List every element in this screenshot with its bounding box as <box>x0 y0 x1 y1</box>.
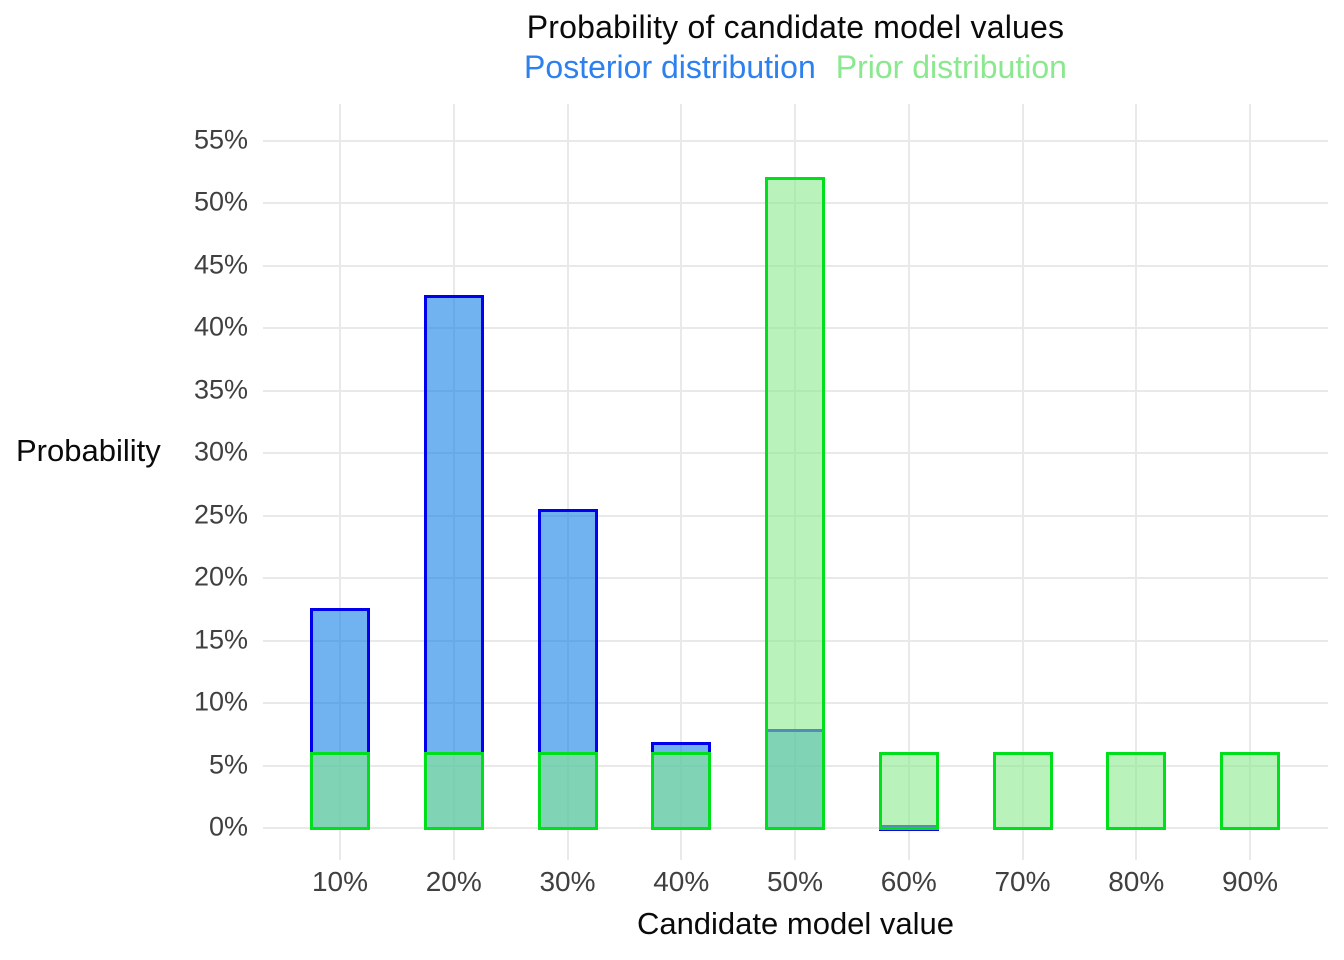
bar-prior-30% <box>537 751 598 830</box>
y-tick-10%: 10% <box>193 686 248 717</box>
bar-prior-20% <box>423 751 484 830</box>
y-tick-35%: 35% <box>193 373 248 404</box>
legend-prior-label: Prior distribution <box>835 49 1067 85</box>
y-tick-30%: 30% <box>193 436 248 467</box>
bar-prior-80% <box>1106 751 1167 830</box>
y-tick-5%: 5% <box>208 748 248 779</box>
y-tick-0%: 0% <box>208 811 248 842</box>
gridline-v-60% <box>907 104 910 860</box>
bar-prior-90% <box>1220 751 1280 830</box>
gridline-v-10% <box>339 104 341 860</box>
x-tick-10%: 10% <box>311 866 369 897</box>
gridline-v-40% <box>680 104 683 860</box>
gridline-v-80% <box>1135 104 1138 860</box>
legend-posterior-label: Posterior distribution <box>524 49 816 85</box>
bar-prior-60% <box>878 751 939 830</box>
x-tick-50%: 50% <box>766 866 824 897</box>
y-tick-25%: 25% <box>193 498 248 529</box>
y-tick-15%: 15% <box>193 623 248 654</box>
x-tick-40%: 40% <box>653 866 710 897</box>
y-axis-title: Probability <box>16 433 161 468</box>
x-tick-70%: 70% <box>994 866 1051 897</box>
x-tick-30%: 30% <box>539 866 596 897</box>
y-tick-20%: 20% <box>193 561 248 592</box>
bar-prior-40% <box>651 751 712 830</box>
x-axis-title: Candidate model value <box>636 906 955 941</box>
bar-prior-50% <box>765 176 825 830</box>
x-tick-80%: 80% <box>1108 866 1165 897</box>
bar-prior-10% <box>310 751 370 830</box>
x-tick-90%: 90% <box>1221 866 1279 897</box>
y-tick-55%: 55% <box>193 123 248 154</box>
bar-posterior-20% <box>423 295 484 830</box>
y-tick-50%: 50% <box>193 186 248 217</box>
bar-prior-70% <box>992 751 1053 830</box>
chart-title: Probability of candidate model values <box>526 9 1065 45</box>
y-axis-tick-labels: 0% 5% 10% 15% 20% 25% 30% 35% 40% 45% 50% 55% <box>0 0 248 960</box>
gridline-v-70% <box>1021 104 1024 860</box>
y-tick-40%: 40% <box>193 311 248 342</box>
chart-legend: Posterior distribution Prior distributio… <box>263 49 1328 86</box>
gridline-v-30% <box>566 104 569 860</box>
y-tick-45%: 45% <box>193 248 248 279</box>
gridline-v-90% <box>1249 104 1251 860</box>
plot-panel <box>263 104 1328 860</box>
x-tick-20%: 20% <box>425 866 482 897</box>
x-tick-60%: 60% <box>880 866 937 897</box>
